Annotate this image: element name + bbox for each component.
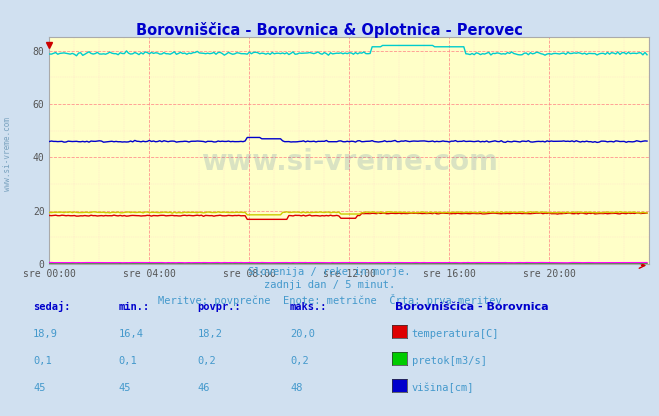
Text: www.si-vreme.com: www.si-vreme.com xyxy=(201,148,498,176)
Text: 0,1: 0,1 xyxy=(119,356,137,366)
Text: 0,2: 0,2 xyxy=(290,356,308,366)
Text: 0,1: 0,1 xyxy=(33,356,51,366)
Text: 45: 45 xyxy=(33,383,45,393)
Text: min.:: min.: xyxy=(119,302,150,312)
Text: Meritve: povprečne  Enote: metrične  Črta: prva meritev: Meritve: povprečne Enote: metrične Črta:… xyxy=(158,294,501,306)
Text: sedaj:: sedaj: xyxy=(33,301,71,312)
Text: 18,9: 18,9 xyxy=(33,329,58,339)
Text: 45: 45 xyxy=(119,383,131,393)
Text: 18,2: 18,2 xyxy=(198,329,223,339)
Text: www.si-vreme.com: www.si-vreme.com xyxy=(3,117,13,191)
Text: 20,0: 20,0 xyxy=(290,329,315,339)
Text: povpr.:: povpr.: xyxy=(198,302,241,312)
Text: 0,2: 0,2 xyxy=(198,356,216,366)
Text: 16,4: 16,4 xyxy=(119,329,144,339)
Text: 46: 46 xyxy=(198,383,210,393)
Text: višina[cm]: višina[cm] xyxy=(412,383,474,393)
Text: maks.:: maks.: xyxy=(290,302,328,312)
Text: zadnji dan / 5 minut.: zadnji dan / 5 minut. xyxy=(264,280,395,290)
Text: Slovenija / reke in morje.: Slovenija / reke in morje. xyxy=(248,267,411,277)
Text: Borovniščica - Borovnica: Borovniščica - Borovnica xyxy=(395,302,549,312)
Text: 48: 48 xyxy=(290,383,302,393)
Text: pretok[m3/s]: pretok[m3/s] xyxy=(412,356,487,366)
Text: temperatura[C]: temperatura[C] xyxy=(412,329,500,339)
Text: Borovniščica - Borovnica & Oplotnica - Perovec: Borovniščica - Borovnica & Oplotnica - P… xyxy=(136,22,523,37)
